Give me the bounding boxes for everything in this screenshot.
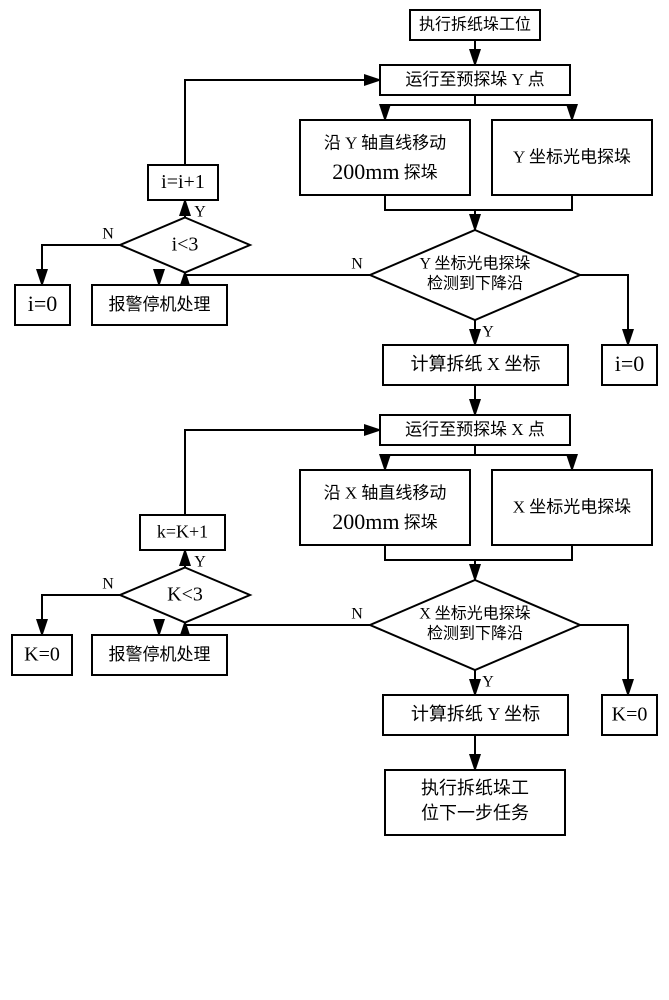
node-text: 200mm 探垛 — [332, 509, 437, 534]
node-text: 执行拆纸垛工位 — [419, 16, 531, 34]
edge-label: N — [351, 256, 363, 273]
edge-label: N — [102, 226, 114, 243]
node-text: 沿 Y 轴直线移动 — [324, 134, 446, 153]
edge-label: N — [102, 576, 114, 593]
edge-label: Y — [482, 674, 494, 691]
edge — [475, 195, 572, 210]
node-n9: i<3 — [120, 218, 250, 273]
node-text: 检测到下降沿 — [427, 275, 523, 293]
edge — [580, 625, 628, 695]
node-text: 沿 X 轴直线移动 — [324, 484, 447, 503]
node-n21: 报警停机处理 — [92, 635, 227, 675]
node-text: K=0 — [612, 704, 648, 726]
node-n13: 沿 X 轴直线移动 200mm 探垛 — [300, 470, 470, 545]
flowchart-canvas: Y N Y N Y N Y N 执行拆纸垛工位运行至预探垛 Y 点沿 Y 轴直线移动 200mm … — [0, 0, 669, 1000]
edge — [385, 545, 475, 560]
edge — [385, 195, 475, 210]
node-n6: 计算拆纸 X 坐标 — [383, 345, 568, 385]
node-n17: K=0 — [602, 695, 657, 735]
edge-label: Y — [194, 554, 206, 571]
edge — [42, 245, 120, 285]
node-text: K<3 — [167, 584, 203, 606]
node-text: 运行至预探垛 Y 点 — [405, 70, 544, 89]
node-text: Y 坐标光电探垛 — [513, 147, 631, 166]
node-text: 计算拆纸 X 坐标 — [411, 354, 541, 374]
edge — [385, 105, 475, 120]
node-text: 运行至预探垛 X 点 — [405, 420, 545, 439]
node-text: i=0 — [28, 291, 58, 316]
node-n3: 沿 Y 轴直线移动 200mm 探垛 — [300, 120, 470, 195]
node-n12: 运行至预探垛 X 点 — [380, 415, 570, 445]
edge — [385, 455, 475, 470]
node-n2: 运行至预探垛 Y 点 — [380, 65, 570, 95]
node-text: Y 坐标光电探垛 — [420, 255, 531, 273]
node-n22: 执行拆纸垛工位下一步任务 — [385, 770, 565, 835]
node-n18: k=K+1 — [140, 515, 225, 550]
node-text: X 坐标光电探垛 — [419, 605, 531, 623]
node-n20: K=0 — [12, 635, 72, 675]
node-n16: 计算拆纸 Y 坐标 — [383, 695, 568, 735]
node-n19: K<3 — [120, 568, 250, 623]
node-text: 执行拆纸垛工 — [421, 778, 529, 798]
node-n8: i=i+1 — [148, 165, 218, 200]
node-text: 200mm 探垛 — [332, 159, 437, 184]
node-text: i=0 — [615, 351, 645, 376]
node-n1: 执行拆纸垛工位 — [410, 10, 540, 40]
node-text: X 坐标光电探垛 — [513, 497, 632, 516]
node-text: 报警停机处理 — [109, 295, 211, 314]
node-text: i<3 — [172, 234, 199, 256]
node-n15: X 坐标光电探垛检测到下降沿 — [370, 580, 580, 670]
node-n4: Y 坐标光电探垛 — [492, 120, 652, 195]
edge — [475, 455, 572, 470]
edge-label: Y — [482, 324, 494, 341]
edge — [185, 622, 370, 625]
node-n10: i=0 — [15, 285, 70, 325]
node-text: 位下一步任务 — [421, 803, 529, 823]
node-n14: X 坐标光电探垛 — [492, 470, 652, 545]
node-text: K=0 — [24, 644, 60, 666]
edge — [580, 275, 628, 345]
edge-label: N — [351, 606, 363, 623]
edge — [475, 545, 572, 560]
node-n11: 报警停机处理 — [92, 285, 227, 325]
node-text: k=K+1 — [157, 522, 208, 542]
edge — [42, 595, 120, 635]
node-text: 检测到下降沿 — [427, 625, 523, 643]
node-text: 计算拆纸 Y 坐标 — [411, 704, 540, 724]
node-n5: Y 坐标光电探垛检测到下降沿 — [370, 230, 580, 320]
node-n7: i=0 — [602, 345, 657, 385]
edge — [475, 105, 572, 120]
node-text: i=i+1 — [161, 171, 205, 193]
node-text: 报警停机处理 — [109, 645, 211, 664]
edge — [185, 272, 370, 275]
edge-label: Y — [194, 204, 206, 221]
